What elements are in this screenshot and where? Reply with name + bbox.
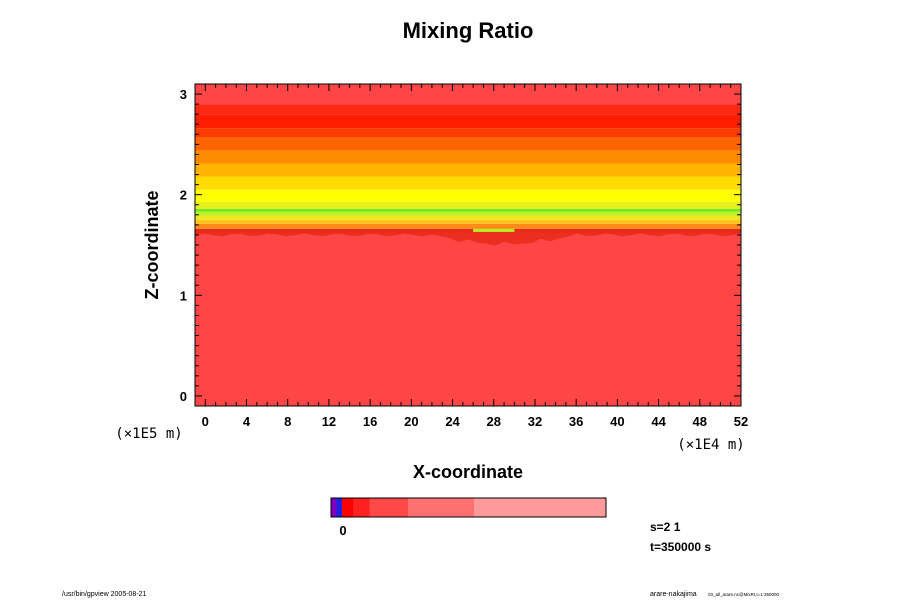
contour-band-7 (195, 201, 741, 209)
contour-band-0 (195, 232, 741, 406)
x-tick-label: 24 (445, 414, 460, 429)
contour-band-9 (195, 176, 741, 190)
contour-band-2 (195, 223, 741, 229)
x-tick-label: 20 (404, 414, 418, 429)
x-tick-label: 4 (243, 414, 251, 429)
colorbar-segment (408, 498, 474, 517)
x-axis: 0 4 8 12 16 20 24 28 32 36 40 44 48 52 (194, 84, 748, 429)
interface-highlight (473, 228, 515, 232)
footer-right: arare-nakajima (650, 591, 697, 598)
x-scale-label: (×1E4 m) (677, 437, 744, 453)
y-scale-label: (×1E5 m) (115, 426, 182, 442)
contour-band-10 (195, 163, 741, 177)
x-tick-label: 16 (363, 414, 377, 429)
y-tick-label: 1 (180, 288, 187, 303)
colorbar-border (330, 497, 607, 518)
x-tick-label: 28 (487, 414, 501, 429)
contour-band-3 (195, 219, 741, 224)
x-tick-label: 40 (610, 414, 624, 429)
plot-area (195, 84, 741, 406)
footer-left: /usr/bin/gpview 2005-08-21 (62, 591, 147, 598)
y-tick-label: 0 (180, 389, 187, 404)
contour-band-4 (195, 215, 741, 220)
contour-band-11 (195, 150, 741, 164)
x-tick-label: 0 (202, 414, 209, 429)
x-tick-label: 44 (651, 414, 666, 429)
contour-band-12 (195, 137, 741, 151)
y-tick-label: 3 (180, 87, 187, 102)
colorbar-segment (331, 498, 337, 517)
contour-band-15 (195, 104, 741, 115)
y-tick-label: 2 (180, 188, 187, 203)
x-tick-label: 8 (284, 414, 291, 429)
contour-band-5 (195, 211, 741, 216)
x-tick-label: 36 (569, 414, 583, 429)
t-info: t=350000 s (650, 540, 711, 554)
contour-band-14 (195, 114, 741, 129)
contour-band-6 (195, 208, 741, 212)
x-tick-label: 48 (693, 414, 707, 429)
colorbar-segment (353, 498, 370, 517)
footer-right-detail: 03_all_arare.nc@MixRt,t=1:350000 (708, 592, 779, 597)
x-axis-label: X-coordinate (413, 462, 523, 482)
colorbar-segment (474, 498, 606, 517)
s-info: s=2 1 (650, 520, 681, 534)
contour-band-13 (195, 128, 741, 138)
x-tick-label: 12 (322, 414, 336, 429)
x-tick-label: 52 (734, 414, 748, 429)
contour-band-8 (195, 189, 741, 202)
chart-title: Mixing Ratio (403, 18, 534, 43)
colorbar-segment (342, 498, 353, 517)
interface-dip-region (195, 230, 741, 246)
x-tick-label: 32 (528, 414, 542, 429)
y-axis: 0 1 2 3 (180, 83, 741, 407)
contour-band-16 (195, 84, 741, 105)
colorbar-segment (336, 498, 342, 517)
colorbar-segment (369, 498, 408, 517)
colorbar-label: 0 (339, 523, 346, 538)
y-axis-label: Z-coordinate (142, 190, 162, 299)
colorbar (330, 497, 607, 518)
